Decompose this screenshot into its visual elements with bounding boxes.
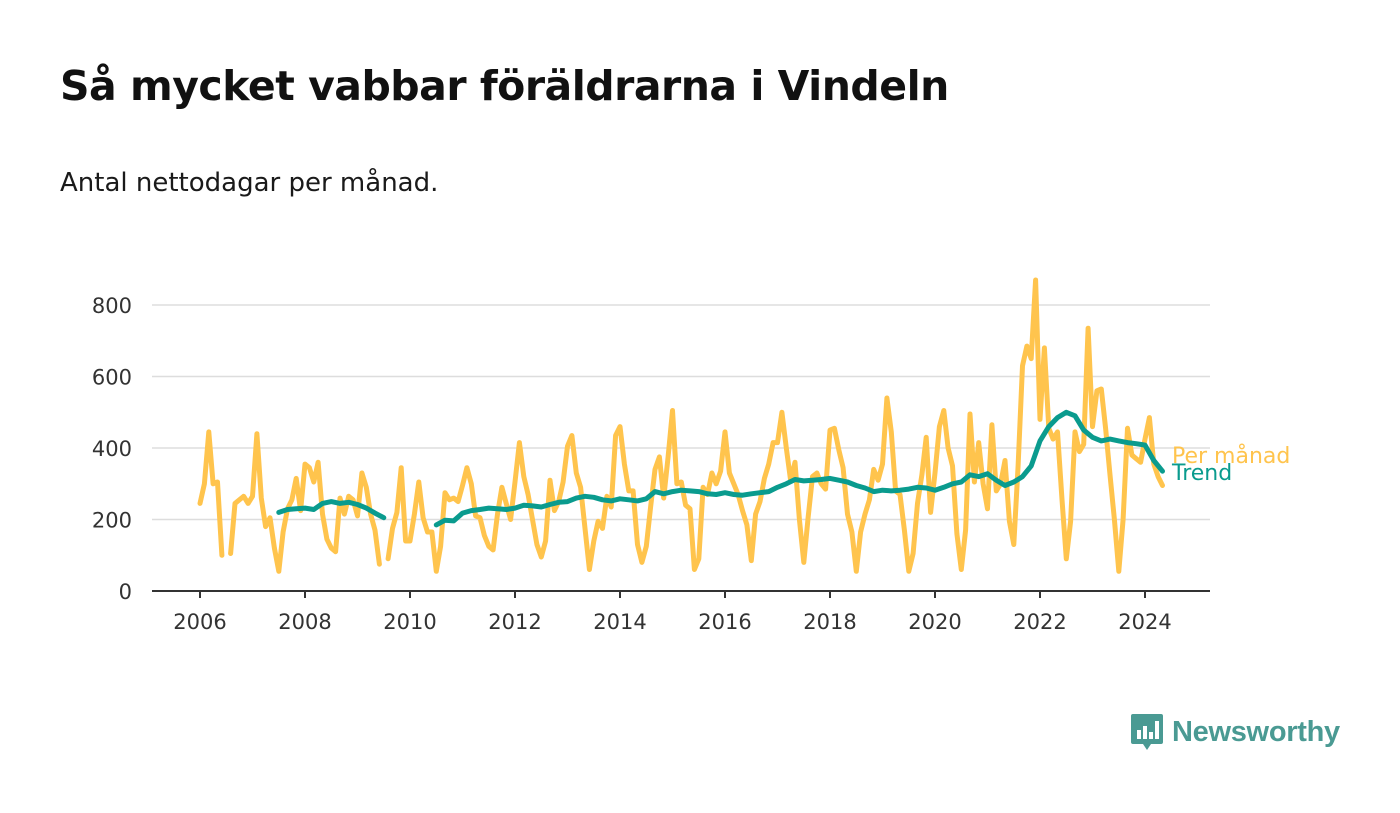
x-tick-label: 2012 [488,610,541,634]
x-axis: 2006 2008 2010 2012 2014 2016 2018 2020 2022 2024 [152,590,1210,634]
y-axis: 0 200 400 600 800 [92,294,132,604]
y-tick-label: 0 [119,580,132,604]
label-per-manad: Per månad [1172,443,1290,469]
monthly-series-line [385,277,1165,574]
x-tick-label: 2016 [698,610,751,634]
y-tick-label: 600 [92,366,132,390]
x-tick-label: 2018 [803,610,856,634]
label-trend: Trend [1171,461,1232,486]
chart-title: Så mycket vabbar föräldrarna i Vindeln [60,62,949,110]
bar-chart-icon [1131,714,1163,750]
chart-subtitle: Antal nettodagar per månad. [60,168,439,198]
x-tick-label: 2010 [383,610,436,634]
x-tick-label: 2024 [1118,610,1171,634]
x-tick-label: 2020 [908,610,961,634]
x-tick-label: 2008 [278,610,331,634]
series-lines [197,277,1165,574]
x-tick-label: 2014 [593,610,646,634]
y-tick-label: 800 [92,294,132,318]
trend-series-line [433,409,1165,528]
trend-series-line [276,499,387,521]
y-tick-label: 200 [92,509,132,533]
x-tick-label: 2006 [173,610,226,634]
brand-name: Newsworthy [1172,715,1340,748]
x-tick-label: 2022 [1013,610,1066,634]
y-tick-label: 400 [92,437,132,461]
newsworthy-logo: Newsworthy [1130,710,1340,754]
